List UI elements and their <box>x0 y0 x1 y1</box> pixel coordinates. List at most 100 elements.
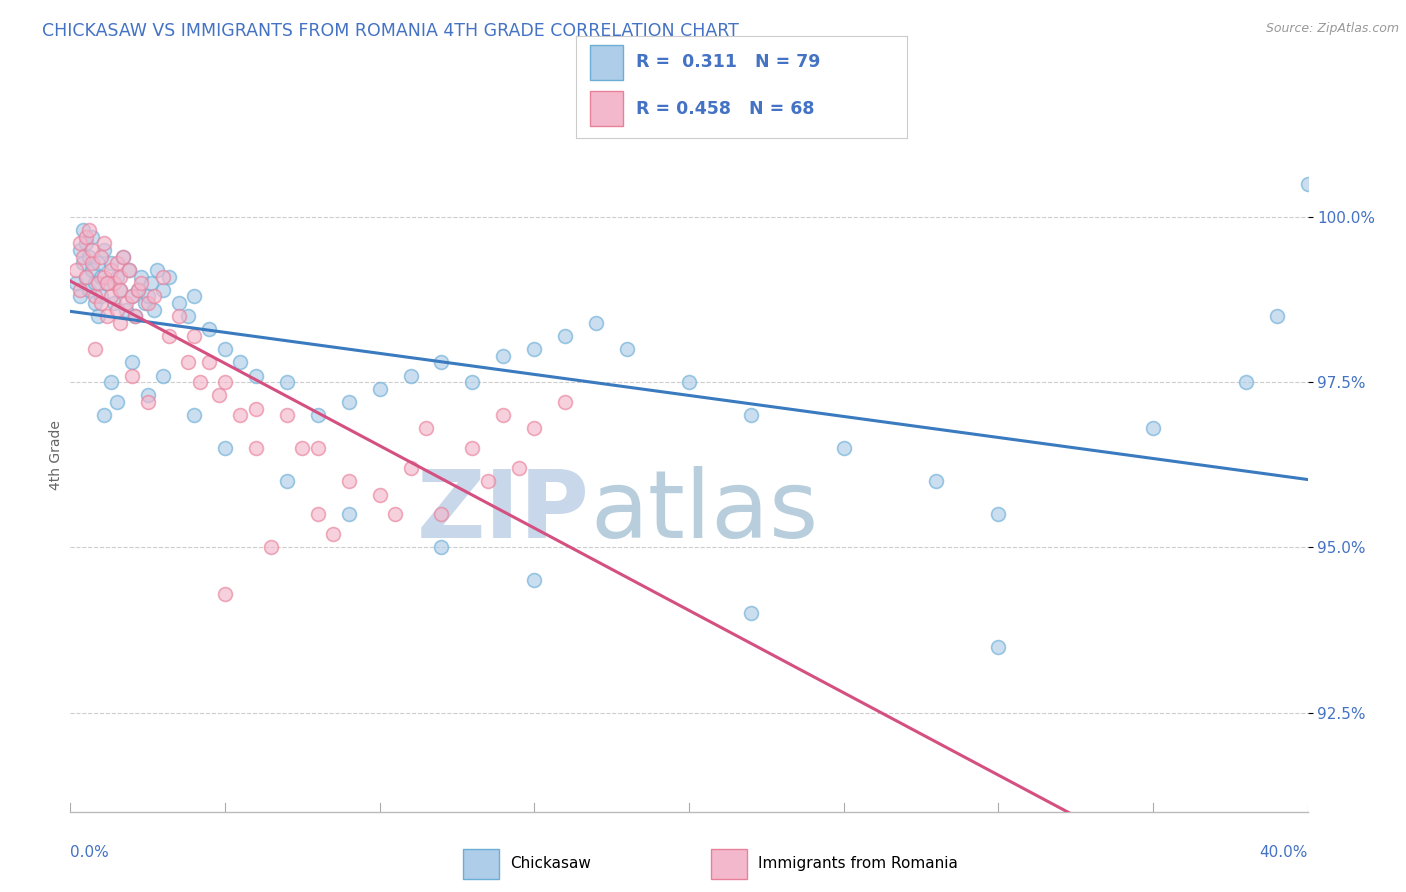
Point <box>77 283 100 297</box>
Point <box>183 329 205 343</box>
Point <box>276 409 298 423</box>
Point <box>115 302 138 317</box>
Point <box>96 276 118 290</box>
Point <box>322 527 344 541</box>
Point <box>523 421 546 435</box>
Text: 0.0%: 0.0% <box>70 845 110 860</box>
Point <box>111 250 134 264</box>
Point <box>307 409 329 423</box>
Point <box>214 342 236 356</box>
Point <box>430 355 453 369</box>
Point <box>430 508 453 522</box>
Point <box>167 309 190 323</box>
Point <box>461 442 484 456</box>
Point <box>100 376 122 390</box>
Point <box>142 302 165 317</box>
Point <box>84 342 107 356</box>
Point <box>80 230 103 244</box>
Point <box>157 329 180 343</box>
Text: R =  0.311   N = 79: R = 0.311 N = 79 <box>636 54 820 71</box>
Text: Immigrants from Romania: Immigrants from Romania <box>758 855 959 871</box>
Point <box>100 289 122 303</box>
Point <box>80 263 103 277</box>
Point <box>523 574 546 588</box>
Point <box>96 276 118 290</box>
Point <box>108 269 131 284</box>
Point <box>90 250 112 264</box>
Point <box>103 276 125 290</box>
Bar <box>589 45 623 79</box>
Point <box>152 368 174 383</box>
Point <box>72 223 94 237</box>
Point <box>127 283 149 297</box>
Point <box>415 421 437 435</box>
Point <box>127 283 149 297</box>
Point <box>554 395 576 409</box>
Point <box>69 243 91 257</box>
Point <box>554 329 576 343</box>
Point <box>90 289 112 303</box>
Point <box>124 309 146 323</box>
Point <box>90 296 112 310</box>
Point <box>152 283 174 297</box>
Point <box>136 289 159 303</box>
Point <box>307 442 329 456</box>
Text: 40.0%: 40.0% <box>1260 845 1308 860</box>
Point <box>93 269 115 284</box>
Point <box>508 461 530 475</box>
Point <box>136 388 159 402</box>
Point <box>260 541 283 555</box>
Point <box>368 487 391 501</box>
Point <box>430 541 453 555</box>
Point <box>103 296 125 310</box>
Point <box>87 276 110 290</box>
Point <box>832 442 855 456</box>
Point <box>87 256 110 270</box>
Point <box>214 587 236 601</box>
Point <box>157 269 180 284</box>
Point <box>337 475 360 489</box>
Point <box>245 442 267 456</box>
Point <box>399 368 422 383</box>
Point <box>115 296 138 310</box>
Point <box>93 243 115 257</box>
Point <box>384 508 406 522</box>
Point <box>87 309 110 323</box>
Point <box>84 289 107 303</box>
Point <box>108 283 131 297</box>
Point <box>188 376 211 390</box>
Point <box>276 376 298 390</box>
Point <box>1142 421 1164 435</box>
Point <box>75 230 97 244</box>
Point <box>399 461 422 475</box>
Point <box>93 236 115 251</box>
Point <box>1296 177 1319 191</box>
Point <box>65 263 87 277</box>
Point <box>105 395 128 409</box>
Point <box>146 263 169 277</box>
Point <box>1234 376 1257 390</box>
Point <box>75 269 97 284</box>
Point <box>740 409 762 423</box>
Point <box>214 442 236 456</box>
Point <box>72 256 94 270</box>
Point <box>69 236 91 251</box>
Point <box>136 296 159 310</box>
Point <box>585 316 607 330</box>
Point <box>477 475 499 489</box>
Point <box>108 283 131 297</box>
Point <box>337 508 360 522</box>
Point <box>291 442 314 456</box>
Point <box>105 256 128 270</box>
Point <box>100 263 122 277</box>
Point <box>80 256 103 270</box>
Point <box>75 269 97 284</box>
Point <box>131 276 153 290</box>
Point <box>93 409 115 423</box>
Bar <box>589 91 623 126</box>
Point <box>523 342 546 356</box>
Point <box>100 256 122 270</box>
Point <box>90 269 112 284</box>
Bar <box>711 849 747 879</box>
Point <box>139 276 162 290</box>
